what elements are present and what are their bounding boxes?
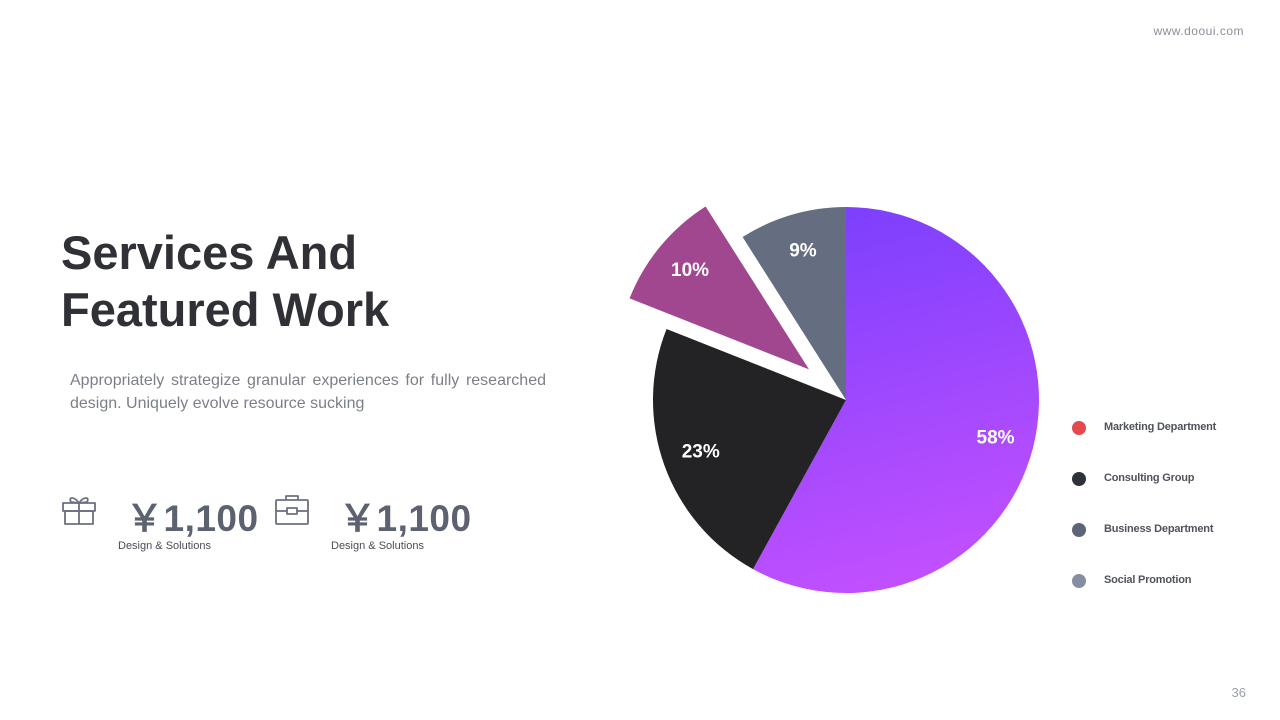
legend-dot — [1072, 421, 1086, 435]
site-url: www.dooui.com — [1153, 24, 1244, 38]
stat-caption-1: Design & Solutions — [118, 540, 211, 552]
description-text: Appropriately strategize granular experi… — [70, 372, 546, 412]
stat-caption-2: Design & Solutions — [331, 540, 424, 552]
legend-label: Marketing Department — [1104, 421, 1217, 433]
page-title: Services And Featured Work — [61, 224, 481, 338]
stat-value-1: ￥1,100 — [126, 498, 259, 539]
pie-chart: 58% 23% 10% 9% — [629, 206, 1039, 593]
legend-label: Business Department — [1104, 523, 1214, 535]
pie-slice — [653, 328, 846, 570]
chart-legend: Marketing Department Consulting Group Bu… — [1072, 414, 1272, 618]
pie-slice — [629, 206, 810, 370]
legend-item: Social Promotion — [1072, 567, 1272, 618]
legend-dot — [1072, 472, 1086, 486]
slice-label: 23% — [682, 441, 720, 462]
pie-slice — [742, 207, 846, 400]
slice-label: 58% — [977, 427, 1015, 448]
pie-slice — [753, 207, 1039, 593]
legend-label: Social Promotion — [1104, 574, 1192, 586]
legend-item: Business Department — [1072, 516, 1272, 567]
legend-label: Consulting Group — [1104, 472, 1195, 484]
stat-block-2: ￥1,100 Design & Solutions — [273, 488, 483, 558]
stat-block-1: ￥1,100 Design & Solutions — [60, 488, 270, 558]
legend-dot — [1072, 574, 1086, 588]
slice-label: 10% — [671, 260, 709, 281]
briefcase-icon — [275, 495, 309, 525]
legend-dot — [1072, 523, 1086, 537]
page-number: 36 — [1231, 685, 1246, 700]
gift-icon — [62, 497, 96, 525]
legend-item: Marketing Department — [1072, 414, 1272, 465]
title-line-2: Featured Work — [61, 283, 390, 336]
title-line-1: Services And — [61, 226, 358, 279]
slice-label: 9% — [789, 241, 817, 262]
stat-value-2: ￥1,100 — [339, 498, 472, 539]
legend-item: Consulting Group — [1072, 465, 1272, 516]
